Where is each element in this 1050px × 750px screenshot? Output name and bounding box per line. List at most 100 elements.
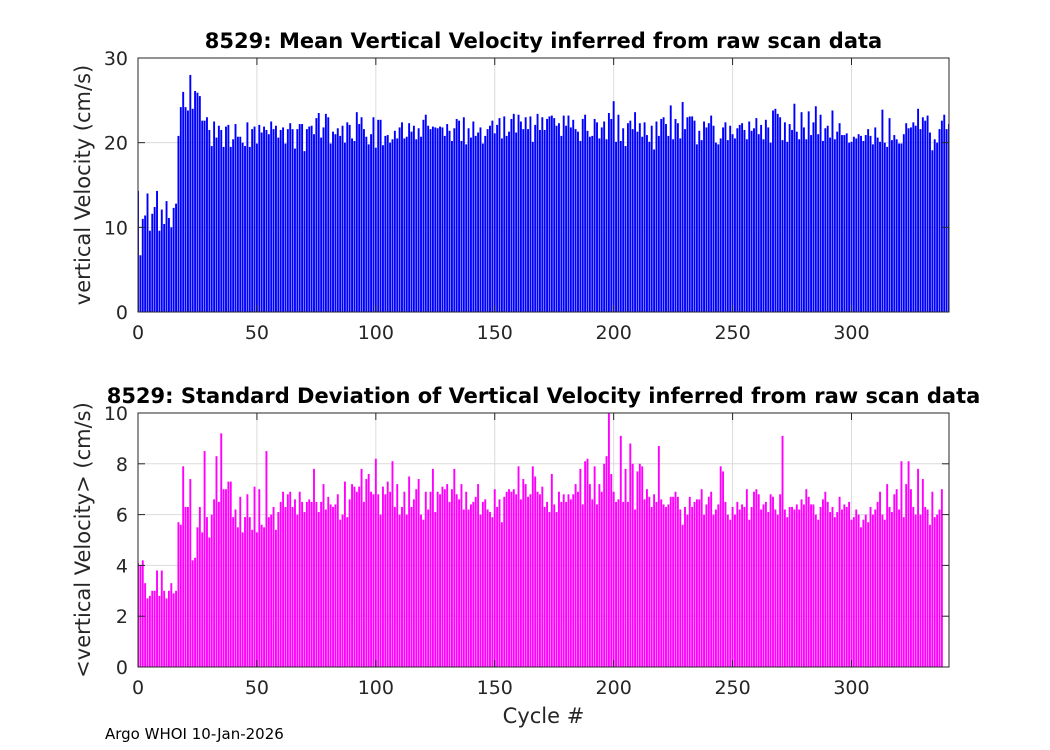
- bar: [926, 509, 929, 667]
- bar: [139, 255, 142, 312]
- bar: [372, 494, 375, 667]
- bar: [263, 126, 266, 312]
- bar: [607, 413, 610, 667]
- bar: [764, 501, 767, 667]
- bar: [757, 494, 760, 667]
- bar: [522, 129, 525, 312]
- bar: [234, 509, 237, 667]
- bar: [617, 114, 620, 312]
- bar: [705, 127, 708, 312]
- y-tick-label: 20: [104, 133, 128, 155]
- bar: [286, 494, 289, 667]
- bar: [914, 125, 917, 312]
- bar: [869, 506, 872, 667]
- bar: [550, 473, 553, 667]
- bar: [783, 122, 786, 312]
- bar: [510, 491, 513, 667]
- bar: [743, 129, 746, 312]
- bar: [660, 118, 663, 313]
- bar: [479, 514, 482, 667]
- bar: [905, 484, 908, 667]
- bar: [512, 489, 515, 667]
- bar: [753, 128, 755, 312]
- bar: [184, 107, 187, 313]
- bar: [439, 126, 441, 312]
- bar: [189, 74, 192, 312]
- bar: [829, 512, 832, 667]
- bar: [441, 486, 444, 667]
- bar: [341, 514, 344, 667]
- bar: [700, 140, 703, 312]
- y-tick-label: 30: [104, 48, 128, 70]
- bar: [531, 141, 534, 312]
- bar: [360, 468, 363, 667]
- bar: [674, 118, 677, 313]
- bar: [684, 129, 686, 312]
- bar: [355, 112, 358, 312]
- bar: [703, 121, 705, 312]
- bar: [612, 491, 615, 667]
- bar: [320, 137, 323, 312]
- bar: [900, 461, 903, 667]
- bar: [179, 524, 182, 667]
- bar: [750, 506, 753, 667]
- bar: [481, 143, 484, 312]
- bar: [194, 557, 197, 667]
- bar: [489, 512, 491, 667]
- bar: [232, 517, 235, 667]
- bar: [657, 446, 660, 667]
- bar: [791, 129, 793, 312]
- bar: [729, 519, 732, 667]
- bar: [512, 113, 515, 312]
- bar: [431, 468, 434, 667]
- bar: [389, 142, 392, 312]
- bar: [294, 148, 296, 312]
- bar: [351, 484, 353, 667]
- y-tick-label: 10: [104, 403, 128, 425]
- bar: [431, 126, 434, 312]
- bar: [198, 96, 201, 312]
- bar: [724, 501, 727, 667]
- bar: [351, 138, 353, 312]
- bar: [477, 484, 480, 667]
- bar: [148, 230, 151, 312]
- x-tick-label: 200: [596, 677, 632, 699]
- bar: [788, 506, 791, 667]
- bar: [862, 140, 865, 312]
- bar: [581, 118, 584, 313]
- bar: [213, 121, 216, 312]
- bar: [693, 501, 696, 667]
- bar: [879, 141, 881, 312]
- bar: [274, 125, 277, 312]
- bar: [175, 203, 178, 312]
- bar: [907, 128, 910, 312]
- x-tick-label: 300: [833, 322, 869, 344]
- bar: [909, 489, 912, 667]
- bar: [486, 129, 489, 312]
- bar: [146, 193, 149, 312]
- bar: [560, 501, 563, 667]
- bar: [705, 504, 708, 667]
- bar: [229, 146, 232, 312]
- bar: [726, 140, 729, 312]
- bar: [672, 139, 675, 312]
- bar: [722, 127, 725, 312]
- bar: [886, 146, 889, 312]
- bar: [141, 218, 144, 312]
- bar: [446, 484, 449, 667]
- bar: [919, 514, 922, 667]
- bar: [198, 506, 201, 667]
- bar: [272, 129, 275, 312]
- bar: [893, 494, 896, 667]
- bar: [496, 124, 499, 313]
- y-tick-label: 6: [116, 505, 128, 527]
- x-tick-label: 150: [477, 322, 513, 344]
- x-tick-label: 100: [358, 322, 394, 344]
- bar: [691, 116, 694, 312]
- bar: [819, 114, 822, 312]
- bar: [258, 124, 261, 313]
- bar: [852, 136, 855, 312]
- bar: [313, 134, 315, 312]
- bar: [693, 120, 696, 312]
